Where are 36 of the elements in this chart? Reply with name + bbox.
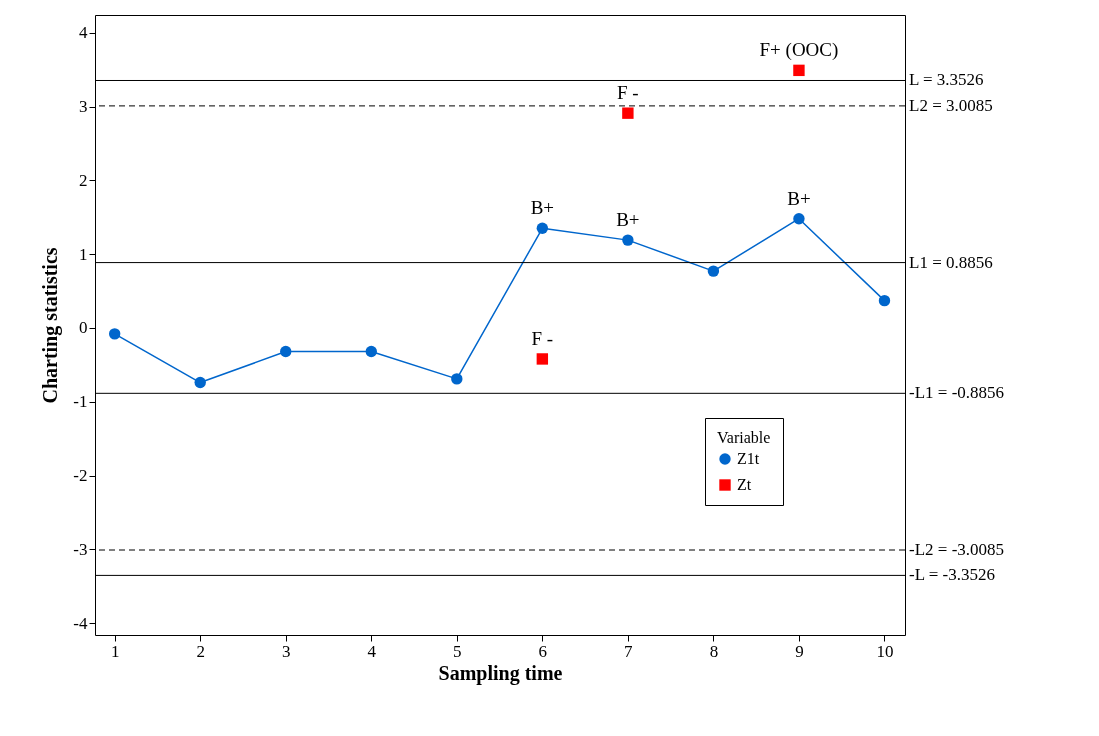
annotation: F - [531,327,554,349]
x-tick-label: 10 [876,641,894,661]
x-tick-label: 4 [367,641,377,661]
y-tick-label: -4 [73,613,88,633]
x-tick-label: 2 [196,641,205,661]
annotation: F+ (OOC) [759,39,839,62]
x-tick-label: 3 [281,641,291,661]
legend-title: Variable [717,429,771,446]
ref-line-label: L1 = 0.8856 [909,252,993,272]
y-axis-title: Charting statistics [39,247,63,404]
annotation: B+ [616,209,640,231]
x-tick-label: 7 [624,641,634,661]
ref-line-label: -L2 = -3.0085 [909,540,1005,560]
x-tick-label: 9 [795,641,804,661]
y-tick-label: -1 [73,392,88,412]
y-tick-label: 1 [79,244,88,264]
y-tick-label: 0 [79,318,88,338]
annotation: B+ [787,187,811,209]
y-tick-label: 3 [79,97,88,117]
y-tick-label: 2 [79,170,88,190]
legend-label: Z1t [737,450,760,467]
ref-line-label: L = 3.3526 [909,70,984,90]
ref-line-label: -L = -3.3526 [909,565,995,585]
y-tick-label: -2 [73,466,88,486]
y-tick-label: -3 [73,539,88,559]
annotation: F - [617,82,639,104]
x-tick-label: 5 [453,641,462,661]
annotation: B+ [530,197,555,219]
x-tick-label: 6 [538,641,548,661]
x-tick-label: 8 [709,641,719,661]
y-tick-label: 4 [79,23,88,43]
ref-line-label: -L1 = -0.8856 [909,383,1005,403]
x-axis-title: Sampling time [438,661,563,685]
legend-label: Zt [737,476,752,493]
x-tick-label: 1 [110,641,120,661]
ref-line-label: L2 = 3.0085 [909,95,993,115]
